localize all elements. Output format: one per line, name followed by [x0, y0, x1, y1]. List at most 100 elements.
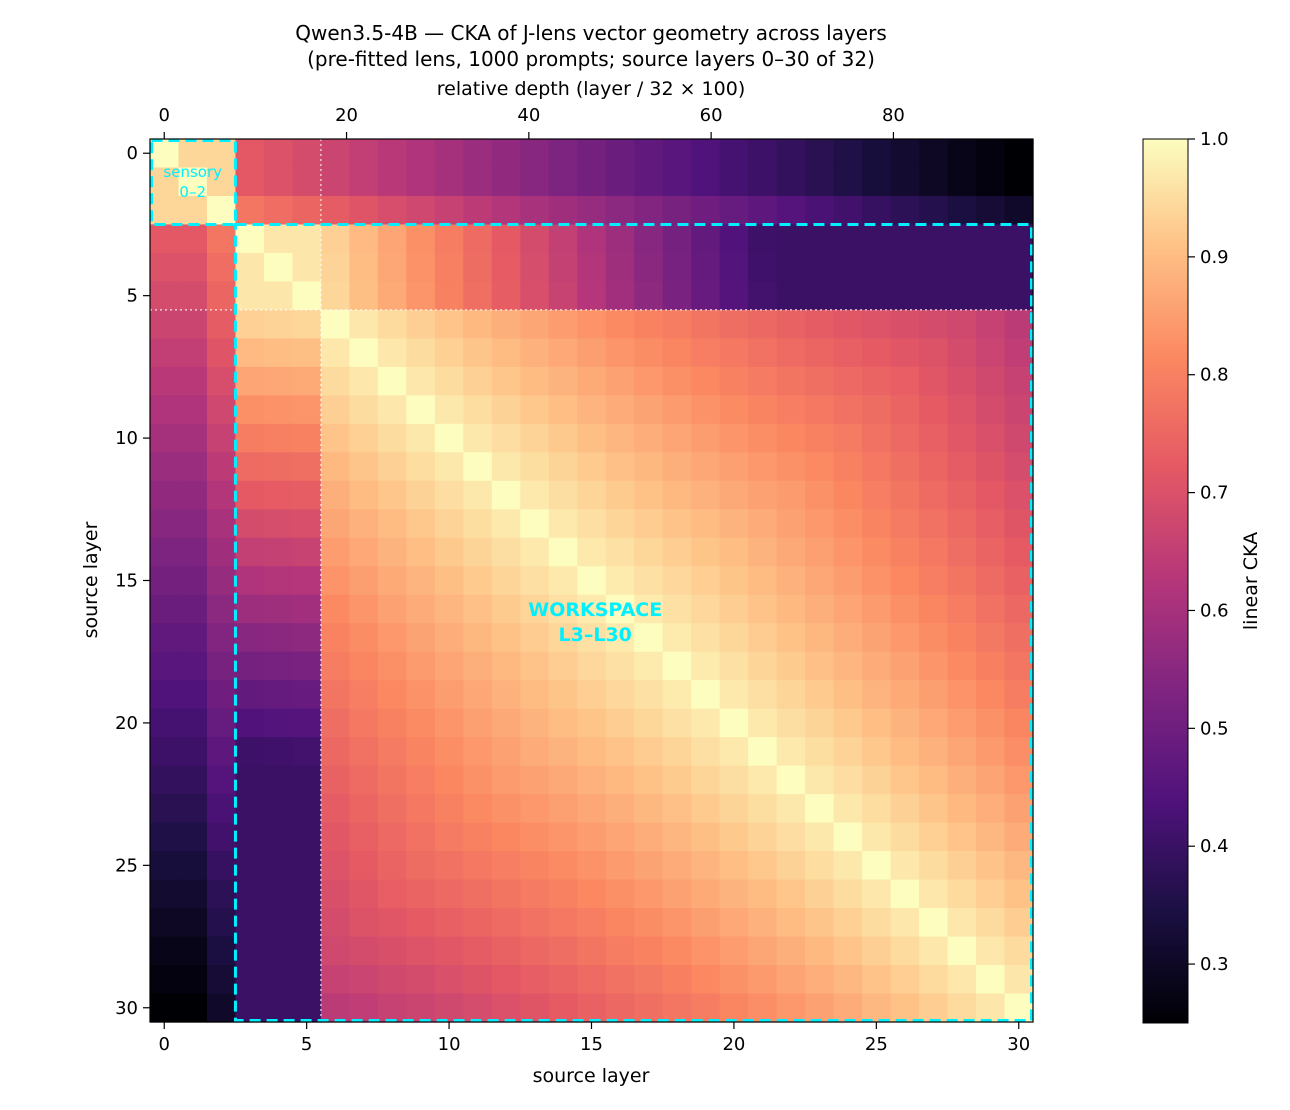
heatmap-cell: [976, 139, 1006, 169]
colorbar-tick-label: 0.9: [1200, 247, 1229, 268]
heatmap-cell: [862, 936, 892, 966]
heatmap-cell: [577, 452, 607, 482]
heatmap-cell: [776, 167, 806, 197]
heatmap-cell: [691, 167, 721, 197]
heatmap-cell: [377, 794, 407, 824]
heatmap-cell: [349, 309, 379, 339]
heatmap-cell: [1004, 851, 1034, 881]
heatmap-cell: [862, 908, 892, 938]
x-tick-label: 25: [865, 1034, 888, 1055]
heatmap-cell: [719, 794, 749, 824]
heatmap-cell: [634, 509, 664, 539]
heatmap-cell: [862, 139, 892, 169]
heatmap-cell: [719, 366, 749, 396]
heatmap-cell: [434, 965, 464, 995]
heatmap-cell: [206, 936, 237, 966]
heatmap-cell: [662, 452, 692, 482]
heatmap-cell: [320, 224, 350, 254]
heatmap-cell: [150, 252, 180, 283]
heatmap-cell: [776, 908, 806, 938]
heatmap-cell: [805, 509, 835, 539]
heatmap-cell: [520, 651, 550, 681]
heatmap-cell: [976, 224, 1006, 254]
heatmap-cell: [491, 480, 521, 510]
heatmap-cell: [776, 566, 806, 596]
heatmap-cell: [662, 395, 692, 425]
heatmap-cell: [463, 452, 493, 482]
heatmap-cell: [178, 537, 208, 567]
heatmap-cell: [520, 594, 550, 624]
heatmap-cell: [976, 338, 1006, 368]
heatmap-cell: [748, 680, 778, 710]
heatmap-cell: [491, 708, 521, 738]
heatmap-cell: [1004, 452, 1034, 482]
heatmap-cell: [691, 623, 721, 653]
heatmap-cell: [662, 822, 692, 852]
heatmap-cell: [178, 708, 208, 738]
heatmap-cell: [805, 167, 835, 197]
heatmap-cell: [947, 566, 977, 596]
heatmap-cell: [776, 252, 806, 283]
heatmap-cell: [406, 936, 436, 966]
heatmap-cell: [349, 338, 379, 368]
heatmap-cell: [947, 794, 977, 824]
heatmap-cell: [691, 794, 721, 824]
heatmap-cell: [919, 139, 949, 169]
heatmap-cell: [178, 765, 208, 795]
heatmap-cell: [919, 708, 949, 738]
heatmap-cell: [805, 936, 835, 966]
heatmap-cell: [263, 366, 294, 396]
heatmap-cell: [406, 965, 436, 995]
heatmap-cell: [805, 366, 835, 396]
heatmap-cell: [548, 851, 578, 881]
heatmap-cell: [605, 195, 635, 226]
heatmap-cell: [862, 708, 892, 738]
heatmap-cell: [150, 452, 180, 482]
heatmap-cell: [719, 395, 749, 425]
heatmap-cell: [206, 423, 237, 453]
heatmap-cell: [150, 566, 180, 596]
top-tick-label: 60: [700, 105, 723, 126]
heatmap-cell: [919, 737, 949, 767]
heatmap-cell: [605, 737, 635, 767]
heatmap-cell: [605, 452, 635, 482]
y-tick-label: 25: [115, 855, 138, 876]
heatmap-cell: [947, 651, 977, 681]
heatmap-cell: [434, 765, 464, 795]
heatmap-cell: [263, 936, 294, 966]
heatmap-cell: [235, 480, 265, 510]
heatmap-cell: [577, 537, 607, 567]
heatmap-cell: [463, 993, 493, 1023]
heatmap-cell: [377, 167, 407, 197]
heatmap-cell: [491, 139, 521, 169]
heatmap-cell: [776, 309, 806, 339]
heatmap-cell: [748, 423, 778, 453]
heatmap-cell: [691, 594, 721, 624]
heatmap-cell: [691, 139, 721, 169]
heatmap-cell: [178, 480, 208, 510]
heatmap-cell: [491, 423, 521, 453]
heatmap-cell: [662, 737, 692, 767]
heatmap-cell: [320, 851, 350, 881]
top-tick-label: 0: [159, 105, 170, 126]
heatmap-cell: [748, 566, 778, 596]
heatmap-cell: [719, 252, 749, 283]
heatmap-cell: [748, 452, 778, 482]
workspace-region-box: [233, 222, 1034, 1023]
heatmap-cell: [263, 708, 294, 738]
heatmap-cell: [662, 338, 692, 368]
heatmap-cell: [377, 822, 407, 852]
heatmap-cell: [406, 309, 436, 339]
heatmap-cell: [377, 566, 407, 596]
heatmap-cell: [976, 822, 1006, 852]
heatmap-cell: [605, 566, 635, 596]
heatmap-cell: [463, 908, 493, 938]
heatmap-cell: [662, 680, 692, 710]
heatmap-cell: [235, 851, 265, 881]
heatmap-cell: [890, 765, 920, 795]
heatmap-cell: [235, 651, 265, 681]
heatmap-cell: [349, 794, 379, 824]
heatmap-cell: [862, 965, 892, 995]
heatmap-cell: [662, 765, 692, 795]
